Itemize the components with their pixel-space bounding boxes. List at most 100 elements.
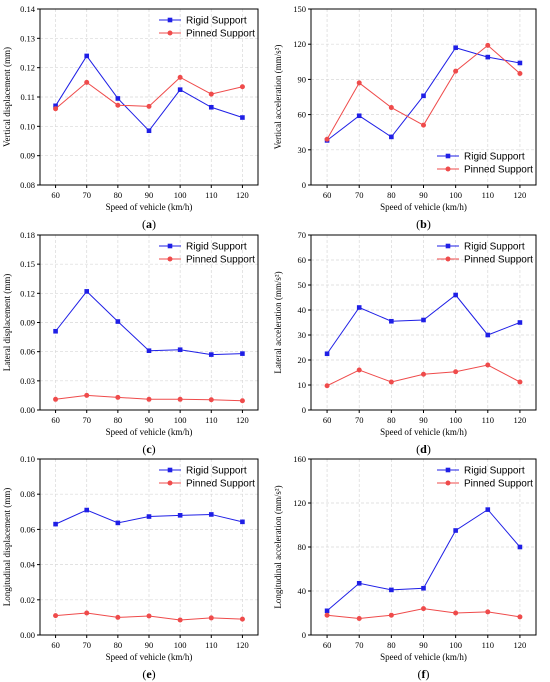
legend: Rigid Support Pinned Support [437, 466, 533, 490]
data-point-square [453, 292, 458, 298]
data-point-circle [208, 91, 214, 97]
data-point-square [485, 507, 491, 512]
data-point-circle [388, 379, 394, 385]
x-tick-label: 90 [145, 190, 154, 200]
y-axis-label: Vertical acceleration (mm/s²) [273, 45, 283, 150]
data-point-circle [115, 102, 121, 108]
x-tick-label: 70 [355, 640, 364, 650]
x-tick-label: 80 [114, 640, 123, 650]
x-tick-label: 100 [174, 415, 187, 425]
x-tick-label: 90 [145, 640, 154, 650]
x-tick-label: 110 [205, 190, 217, 200]
legend-label: Rigid Support [186, 16, 247, 27]
data-point-square [453, 528, 458, 533]
y-tick-label: 0.09 [20, 318, 35, 328]
data-point-circle [388, 105, 394, 111]
data-point-circle [84, 610, 90, 616]
data-point-circle [421, 122, 426, 128]
data-point-circle [356, 80, 362, 86]
y-tick-label: 120 [293, 498, 306, 508]
x-tick-label: 120 [514, 190, 527, 200]
data-point-square [389, 134, 394, 140]
y-tick-label: 0.13 [20, 33, 35, 43]
legend-marker-square [445, 153, 451, 159]
data-point-circle [356, 616, 362, 621]
data-point-square [53, 103, 58, 109]
data-point-square [115, 319, 121, 324]
x-axis-label: Speed of vehicle (km/h) [380, 202, 467, 212]
x-tick-label: 80 [114, 190, 123, 200]
series-line-0 [326, 294, 521, 355]
data-point-circle [453, 369, 459, 375]
legend-label: Pinned Support [186, 479, 255, 490]
data-point-circle [177, 74, 183, 80]
x-axis-label: Speed of vehicle (km/h) [380, 427, 467, 437]
y-tick-label: 10 [298, 380, 307, 390]
y-tick-label: 50 [298, 280, 307, 290]
x-tick-label: 110 [482, 640, 494, 650]
data-point-square [421, 317, 426, 323]
y-tick-label: 0.08 [20, 180, 35, 190]
data-point-circle [517, 379, 523, 385]
chart-panel-c: 0.00 0.03 0.06 0.09 0.12 0.15 0.18 60 70 80 90 100 1… [2, 230, 259, 456]
data-point-square [324, 608, 330, 614]
x-axis-label: Speed of vehicle (km/h) [106, 427, 193, 437]
data-point-circle [453, 610, 459, 616]
legend-marker-square [445, 243, 451, 249]
data-point-square [517, 544, 523, 550]
panel-label: (e) [142, 667, 155, 681]
data-point-square [356, 305, 362, 310]
y-tick-label: 0.06 [20, 347, 35, 357]
data-point-circle [388, 612, 394, 618]
data-point-square [356, 581, 362, 586]
data-point-circle [146, 613, 152, 619]
y-tick-label: 0.00 [20, 405, 35, 415]
y-tick-label: 120 [293, 39, 306, 49]
y-tick-label: 0.15 [20, 259, 35, 269]
data-point-square [389, 318, 394, 324]
data-point-circle [115, 614, 121, 620]
data-point-circle [239, 84, 245, 90]
legend: Rigid Support Pinned Support [159, 16, 255, 40]
legend-label: Pinned Support [464, 479, 533, 490]
x-tick-label: 90 [145, 415, 154, 425]
y-tick-label: 0.04 [20, 560, 36, 570]
data-point-square [389, 587, 394, 593]
y-tick-label: 0.18 [20, 230, 35, 240]
data-point-circle [239, 616, 245, 622]
y-tick-label: 0.02 [20, 595, 35, 605]
x-tick-label: 100 [449, 190, 462, 200]
data-point-square [177, 347, 183, 353]
chart-panel-d: 0 10 20 30 40 50 60 70 60 70 80 90 100 110 120 Speed of… [273, 230, 537, 456]
x-axis-label: Speed of vehicle (km/h) [106, 202, 193, 212]
y-tick-label: 40 [298, 305, 307, 315]
data-point-square [356, 113, 362, 119]
y-tick-label: 90 [298, 74, 307, 84]
chart-panel-a: 0.08 0.09 0.10 0.11 0.12 0.13 0.14 60 70 80 90 100 1… [2, 4, 259, 231]
y-tick-label: 150 [293, 4, 306, 14]
data-point-square [421, 93, 426, 99]
y-tick-label: 0.12 [20, 288, 35, 298]
legend-marker-circle [167, 30, 173, 36]
chart-panel-e: 0.00 0.02 0.04 0.06 0.08 0.10 60 70 80 90 100 110 12… [2, 454, 259, 681]
legend-label: Rigid Support [464, 152, 525, 163]
data-point-square [240, 351, 245, 356]
y-tick-label: 0.12 [20, 63, 35, 73]
x-tick-label: 70 [82, 640, 91, 650]
legend-marker-square [167, 243, 173, 249]
x-tick-label: 100 [449, 415, 462, 425]
x-tick-label: 120 [236, 640, 249, 650]
x-tick-label: 120 [236, 415, 249, 425]
x-axis-label: Speed of vehicle (km/h) [106, 652, 193, 662]
y-tick-label: 0.10 [20, 121, 35, 131]
legend-marker-circle [445, 256, 451, 262]
data-point-circle [421, 606, 426, 612]
y-tick-label: 30 [298, 145, 307, 155]
data-point-circle [84, 392, 90, 398]
y-tick-label: 20 [298, 355, 307, 365]
data-point-circle [453, 68, 459, 74]
x-tick-label: 60 [51, 640, 60, 650]
data-point-square [177, 513, 183, 518]
x-tick-label: 90 [419, 415, 428, 425]
